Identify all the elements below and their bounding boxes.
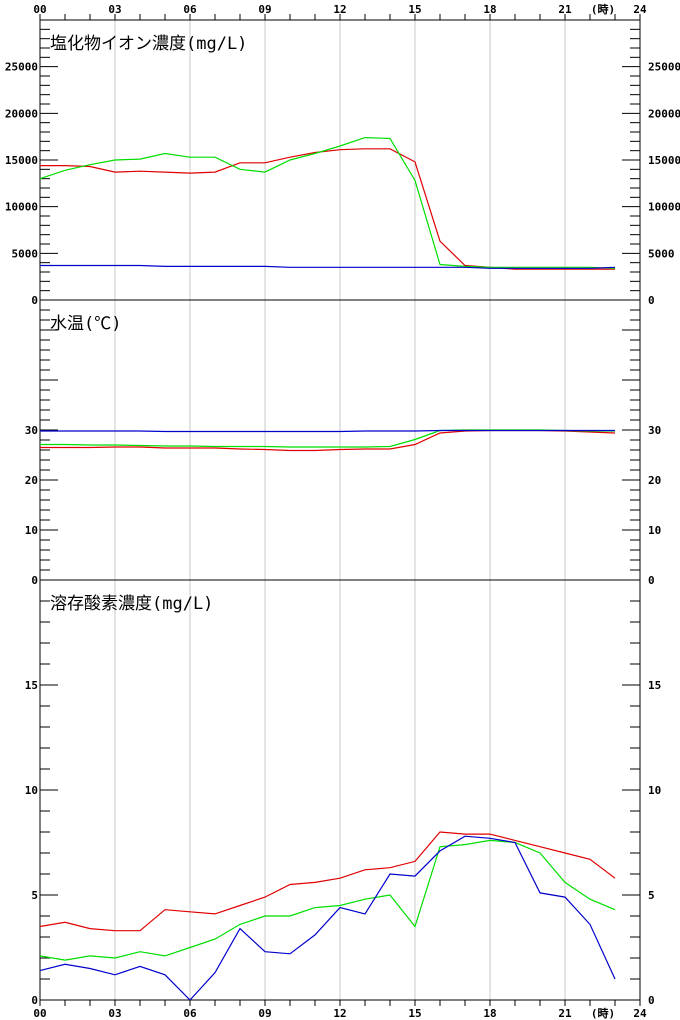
x-tick-label-bottom: 00 <box>33 1007 46 1020</box>
series-line-3 <box>39 835 616 1001</box>
x-tick-label-top: 00 <box>33 3 46 16</box>
x-tick-label-bottom: 06 <box>183 1007 197 1020</box>
y-tick-label-left: 20 <box>25 474 38 487</box>
y-tick-label-left: 25000 <box>5 61 38 74</box>
y-tick-label-left: 15 <box>25 679 38 692</box>
y-tick-label-left: 10 <box>25 784 38 797</box>
y-tick-label-right: 5000 <box>648 247 675 260</box>
panel-title: 溶存酸素濃度(mg/L) <box>50 594 213 614</box>
y-tick-label-right: 0 <box>648 294 655 307</box>
y-tick-label-right: 10 <box>648 524 661 537</box>
x-tick-label-bottom: 12 <box>333 1007 346 1020</box>
y-tick-label-right: 10000 <box>648 201 680 214</box>
x-tick-label-bottom: 21 <box>558 1007 572 1020</box>
panel-title: 塩化物イオン濃度(mg/L) <box>50 34 247 54</box>
x-axis-unit-bottom: (時) <box>591 1006 615 1020</box>
y-tick-label-left: 0 <box>31 994 38 1007</box>
x-tick-label-bottom: 03 <box>108 1007 121 1020</box>
y-tick-label-left: 0 <box>31 294 38 307</box>
series-line-1 <box>40 148 615 270</box>
x-tick-label-top: 15 <box>408 3 421 16</box>
y-tick-label-left: 5 <box>31 889 38 902</box>
series-line-3 <box>40 429 615 433</box>
x-tick-label-bottom: 15 <box>408 1007 421 1020</box>
x-tick-label-top: 21 <box>558 3 572 16</box>
y-tick-label-right: 30 <box>648 424 661 437</box>
x-tick-label-top: 12 <box>333 3 346 16</box>
x-axis-unit-top: (時) <box>591 2 615 16</box>
y-tick-label-right: 0 <box>648 574 655 587</box>
x-tick-label-bottom: 24 <box>633 1007 647 1020</box>
x-tick-label-top: 18 <box>483 3 496 16</box>
series-line-2 <box>40 429 615 448</box>
series-line-2 <box>39 136 616 269</box>
y-tick-label-right: 5 <box>648 889 655 902</box>
series-line-3 <box>40 264 616 269</box>
y-tick-label-left: 0 <box>31 574 38 587</box>
y-tick-label-left: 10000 <box>5 201 38 214</box>
y-tick-label-right: 10 <box>648 784 661 797</box>
y-tick-label-left: 5000 <box>12 247 39 260</box>
y-tick-label-right: 0 <box>648 994 655 1007</box>
series-line-2 <box>39 839 616 961</box>
y-tick-label-right: 15 <box>648 679 661 692</box>
y-tick-label-left: 10 <box>25 524 38 537</box>
y-tick-label-left: 20000 <box>5 107 38 120</box>
y-tick-label-right: 15000 <box>648 154 680 167</box>
y-tick-label-right: 25000 <box>648 61 680 74</box>
x-tick-label-top: 06 <box>183 3 197 16</box>
y-tick-label-right: 20 <box>648 474 661 487</box>
series-line-1 <box>39 831 616 932</box>
y-tick-label-left: 15000 <box>5 154 38 167</box>
x-tick-label-top: 24 <box>633 3 647 16</box>
y-tick-label-left: 30 <box>25 424 38 437</box>
y-tick-label-right: 20000 <box>648 107 680 120</box>
x-tick-label-top: 09 <box>258 3 271 16</box>
x-tick-label-bottom: 09 <box>258 1007 271 1020</box>
x-tick-label-top: 03 <box>108 3 121 16</box>
x-tick-label-bottom: 18 <box>483 1007 496 1020</box>
panel-title: 水温(℃) <box>50 314 121 334</box>
